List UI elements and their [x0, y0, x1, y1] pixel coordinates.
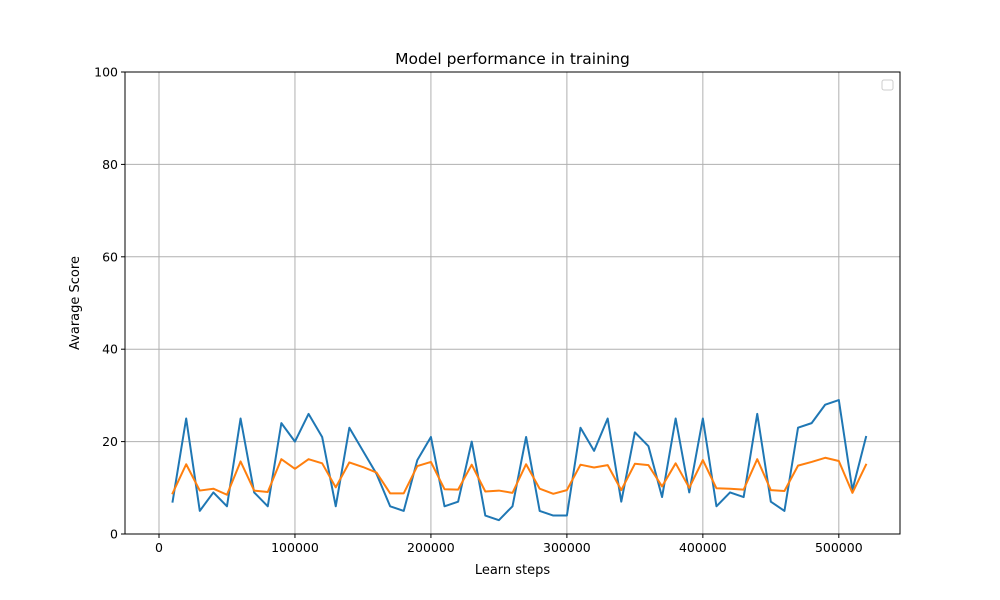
y-tick-label: 20 [102, 434, 118, 449]
x-axis-label: Learn steps [475, 563, 551, 578]
y-tick-label: 0 [110, 527, 118, 542]
series-line-2 [171, 456, 868, 496]
x-tick-label: 300000 [543, 540, 591, 555]
series-lines [171, 399, 868, 522]
x-tick-label: 0 [155, 540, 163, 555]
x-tick-label: 400000 [679, 540, 727, 555]
y-tick-label: 60 [102, 249, 118, 264]
legend-box [881, 79, 894, 91]
y-axis-label: Avarage Score [68, 256, 83, 350]
plot-area-frame [124, 71, 901, 535]
y-tick-label: 80 [102, 157, 118, 172]
x-tick-label: 200000 [407, 540, 455, 555]
y-tick-label: 100 [94, 65, 118, 80]
x-tick-label: 500000 [815, 540, 863, 555]
y-tick-label: 40 [102, 342, 118, 357]
x-tick-label: 100000 [271, 540, 319, 555]
chart-title: Model performance in training [395, 50, 630, 68]
axis-ticks: 0 100000 200000 300000 400000 500000 0 20 40 60 80… [94, 65, 863, 556]
series-line-1 [171, 399, 868, 522]
